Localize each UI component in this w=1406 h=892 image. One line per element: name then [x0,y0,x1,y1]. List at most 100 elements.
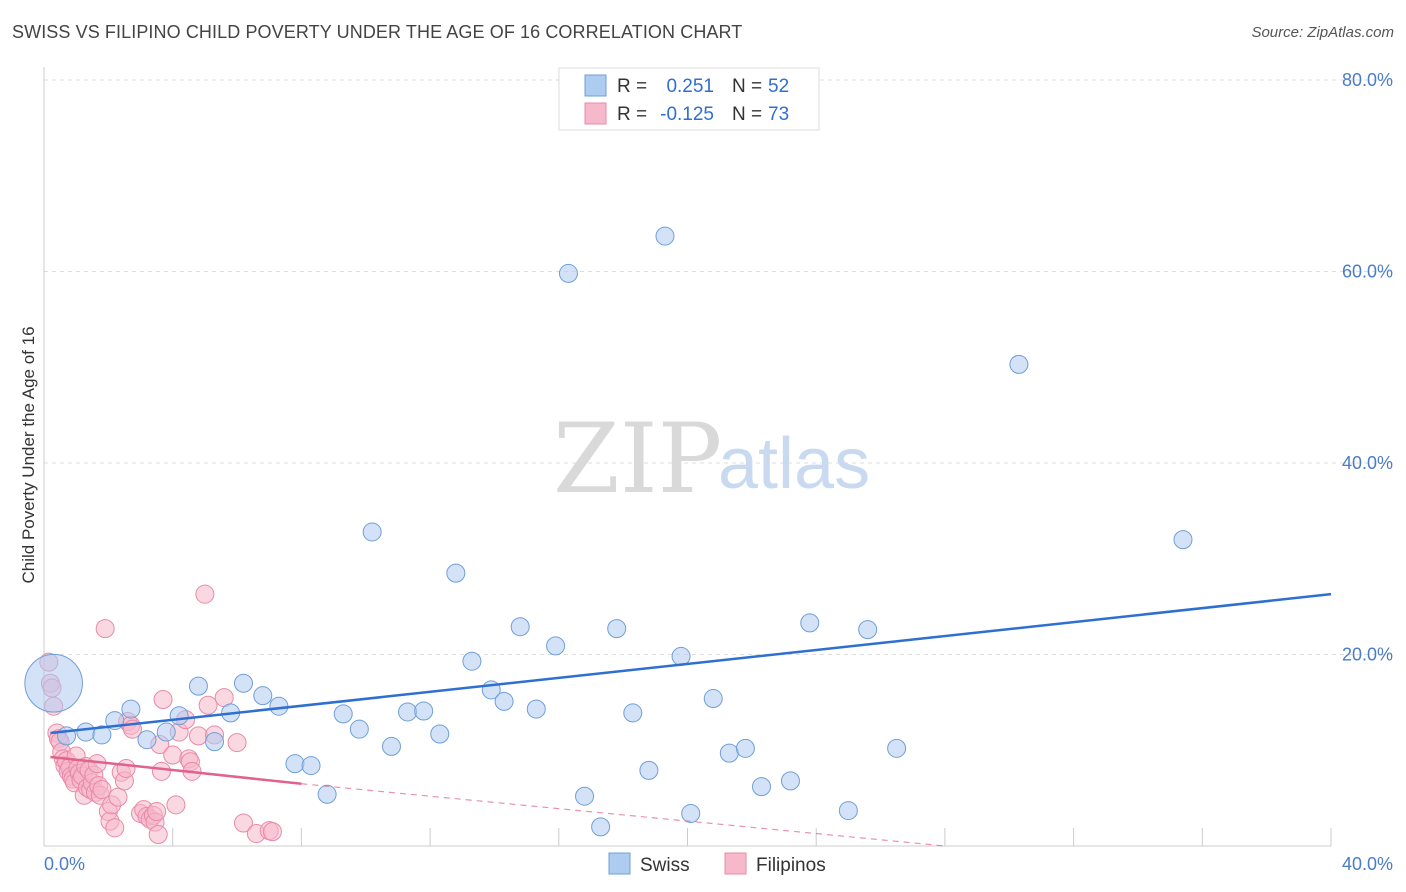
bottom-legend-swatch-filipinos [724,852,747,875]
filipinos-point-37 [105,818,125,838]
filipinos-points [39,584,282,845]
grid-lines [44,79,1392,655]
filipinos-point-41 [116,758,136,778]
swiss-point-18 [333,704,353,724]
filipinos-point-33 [95,619,115,639]
swiss-point-29 [510,617,530,637]
swiss-point-47 [838,801,858,821]
filipinos-trend-line [50,755,302,786]
swiss-point-42 [719,743,739,763]
swiss-point-10 [205,732,225,752]
watermark-zip: ZIP [553,403,722,515]
swiss-point-3 [92,725,112,745]
legend-swiss-r-label: R = [617,76,647,97]
legend-swatch-filipinos [584,102,607,125]
legend-filipinos-n-value: 73 [768,104,789,125]
filipinos-point-68 [227,733,247,753]
swiss-point-9 [188,676,208,696]
swiss-point-32 [558,263,578,283]
y-axis-label: Child Poverty Under the Age of 16 [19,326,38,583]
x-tick-label-max: 40.0% [1342,854,1393,874]
swiss-point-13 [253,686,273,706]
filipinos-point-54 [151,761,171,781]
swiss-point-46 [800,613,820,633]
swiss-point-33 [575,786,595,806]
swiss-point-6 [137,730,157,750]
swiss-point-22 [398,702,418,722]
swiss-point-48 [858,620,878,640]
swiss-point-31 [546,636,566,656]
swiss-point-50 [1009,354,1029,374]
swiss-point-19 [349,719,369,739]
swiss-point-2 [76,722,96,742]
legend-filipinos-r-label: R = [617,104,647,125]
swiss-point-36 [623,703,643,723]
filipinos-point-64 [195,584,215,604]
swiss-point-12 [233,673,253,693]
swiss-point-30 [526,699,546,719]
y-tick-label-40: 40.0% [1342,453,1393,473]
x-tick-label-min: 0.0% [44,854,85,874]
swiss-point-14 [269,696,289,716]
swiss-point-24 [430,724,450,744]
filipinos-point-51 [147,802,167,822]
filipinos-point-52 [148,825,168,845]
swiss-point-17 [317,784,337,804]
legend-box: R = 0.251 N = 52 R = -0.125 N = 73 [558,67,820,131]
y-tick-label-60: 60.0% [1342,262,1393,282]
bottom-legend-filipinos: Filipinos [756,855,826,876]
swiss-point-21 [381,736,401,756]
swiss-point-41 [703,689,723,709]
swiss-point-8 [169,706,189,726]
filipinos-point-57 [166,795,186,815]
swiss-point-49 [887,738,907,758]
legend-swiss-n-label: N = [732,76,762,97]
x-ticks [43,828,1332,846]
swiss-point-37 [639,760,659,780]
legend-filipinos-n-label: N = [732,104,762,125]
swiss-point-15 [285,754,305,774]
swiss-point-5 [121,699,141,719]
swiss-point-28 [494,691,514,711]
swiss-point-20 [362,522,382,542]
swiss-point-45 [780,771,800,791]
bottom-legend-swatch-swiss [608,852,631,875]
bottom-legend: Swiss Filipinos [608,852,826,876]
swiss-point-23 [414,701,434,721]
source-label: Source: ZipAtlas.com [1251,24,1394,41]
swiss-point-51 [1173,530,1193,550]
swiss-point-38 [655,226,675,246]
filipinos-point-72 [262,822,282,842]
watermark: ZIP atlas [553,403,870,515]
legend-swiss-n-value: 52 [768,76,789,97]
swiss-point-16 [301,756,321,776]
swiss-point-34 [591,817,611,837]
filipinos-trend-extension [301,783,945,847]
legend-swiss-r-value: 0.251 [666,76,714,97]
chart-title: SWISS VS FILIPINO CHILD POVERTY UNDER TH… [12,22,743,42]
swiss-point-43 [735,738,755,758]
swiss-point-7 [156,722,176,742]
watermark-atlas: atlas [718,424,870,504]
swiss-trend-line [50,592,1332,735]
swiss-point-26 [462,651,482,671]
filipinos-point-65 [198,695,218,715]
legend-swatch-swiss [584,74,607,97]
filipinos-point-69 [233,813,253,833]
y-tick-label-80: 80.0% [1342,70,1393,90]
y-tick-label-20: 20.0% [1342,645,1393,665]
swiss-point-40 [681,803,701,823]
swiss-point-25 [446,563,466,583]
swiss-point-0 [24,653,83,713]
filipinos-point-56 [163,745,183,765]
swiss-point-35 [607,619,627,639]
filipinos-point-63 [188,726,208,746]
filipinos-point-55 [153,690,173,710]
trend-lines [50,592,1332,847]
filipinos-point-32 [92,780,112,800]
filipinos-point-38 [108,787,128,807]
y-tick-labels: 20.0% 40.0% 60.0% 80.0% [1342,70,1393,665]
swiss-point-44 [752,777,772,797]
legend-filipinos-r-value: -0.125 [660,104,714,125]
